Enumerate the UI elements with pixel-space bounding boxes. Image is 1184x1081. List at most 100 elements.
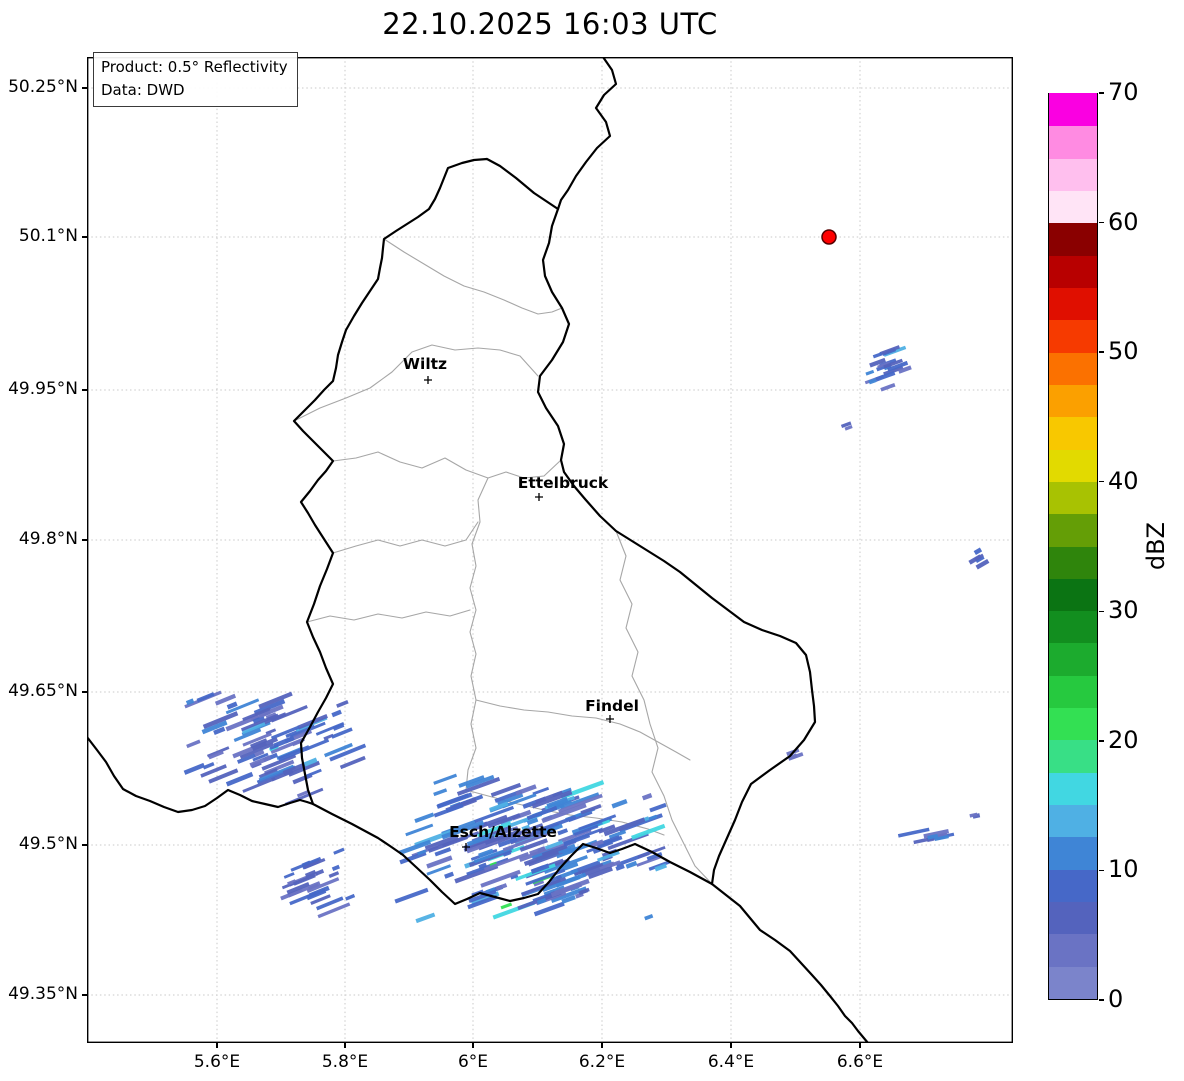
city-label: Esch/Alzette [449,823,557,841]
echo-streak [398,839,432,856]
city-marker [606,715,614,723]
district-border [332,521,479,554]
echo-streak [441,820,485,840]
echo-streak [476,821,512,838]
echo-streak [531,815,577,835]
colorbar-segment [1049,901,1097,935]
echo-streak [201,720,228,735]
colorbar-segment [1049,675,1097,709]
echo-streak [555,875,581,888]
echo-streak [550,882,583,898]
y-axis-tick [82,236,87,238]
x-axis-tick [216,1043,218,1048]
product-line: Product: 0.5° Reflectivity [101,58,288,76]
echo-streak [458,775,485,788]
echo-streak [883,358,903,369]
echo-streak [497,836,518,848]
echo-streak [258,768,278,779]
echo-streak [433,773,458,785]
y-axis-tick-label: 49.65°N [8,681,78,701]
echo-streak [519,838,548,852]
echo-streak [258,691,293,709]
echo-streak [331,709,342,718]
colorbar-tick [1099,480,1104,483]
echo-streak [844,425,853,431]
echo-streak [466,833,492,847]
echo-streak [625,860,638,869]
echo-streak [608,829,627,840]
echo-streak [543,855,588,874]
y-axis-tick-label: 49.5°N [18,834,78,854]
echo-streak [415,912,436,924]
echo-streak [225,771,254,787]
echo-streak [544,840,564,850]
x-axis-tick [344,1043,346,1048]
echo-streak [563,833,591,847]
colorbar-tick-label: 50 [1108,337,1139,366]
echo-streak [202,762,215,770]
echo-streak [200,764,227,778]
echo-streak [253,749,265,758]
echo-streak [208,768,239,784]
echo-streak [879,345,901,356]
echo-streak [532,786,550,796]
echo-streak [499,826,519,836]
colorbar-segment [1049,869,1097,903]
echo-streak [242,732,272,747]
echo-streak [573,824,599,836]
echo-streak [426,864,452,876]
echo-streak [270,725,300,740]
echo-streak [533,901,565,917]
x-axis-tick [730,1043,732,1048]
echo-streak [436,792,473,809]
echo-streak [208,750,224,760]
echo-streak [434,847,452,857]
echo-streak [487,813,521,829]
colorbar-segment [1049,125,1097,159]
district-borders-layer [293,238,713,885]
echo-streak [875,370,896,382]
colorbar-segment [1049,319,1097,353]
echo-streak [426,855,453,869]
echo-streak [282,762,306,776]
echo-streak [897,827,930,838]
echo-streak [331,864,340,872]
echo-streak [306,768,322,778]
x-axis-tick-label: 6.4°E [707,1052,755,1072]
district-border [332,451,562,479]
echo-streak [975,558,990,570]
echo-streak [546,796,569,809]
echo-streak [226,701,238,710]
echo-streak [236,753,256,764]
plot-frame [87,57,1013,1043]
colorbar-segment [1049,610,1097,644]
echo-streak [615,864,625,871]
echo-streak [306,877,340,893]
echo-streak [501,793,537,809]
echo-streak [540,823,563,836]
echo-streak [251,736,279,751]
echo-streak [974,553,984,562]
echo-streak [636,855,662,867]
echo-streak [225,698,260,715]
echo-streak [252,752,269,762]
echo-streak [536,897,547,905]
echo-streak [641,793,653,801]
echo-streak [579,863,602,875]
y-axis-tick-label: 50.1°N [18,226,78,246]
radar-map: Wiltz Ettelbruck Findel Esch/Alzette [87,57,1013,1043]
echo-streak [494,789,523,803]
plot-title: 22.10.2025 16:03 UTC [382,7,718,41]
city-label: Ettelbruck [518,474,609,492]
colorbar-segment [1049,578,1097,612]
echo-streak [258,704,284,719]
colorbar-tick-label: 0 [1108,985,1124,1013]
colorbar-axis-label-wrap: dBZ [1142,93,1170,1000]
echo-streak [290,856,322,872]
city-label: Findel [585,697,639,715]
colorbar-segment [1049,739,1097,773]
echo-streak [497,793,524,806]
echo-streak [331,727,353,739]
colorbar-tick-label: 60 [1108,207,1139,236]
y-axis-tick-label: 49.35°N [8,984,78,1004]
